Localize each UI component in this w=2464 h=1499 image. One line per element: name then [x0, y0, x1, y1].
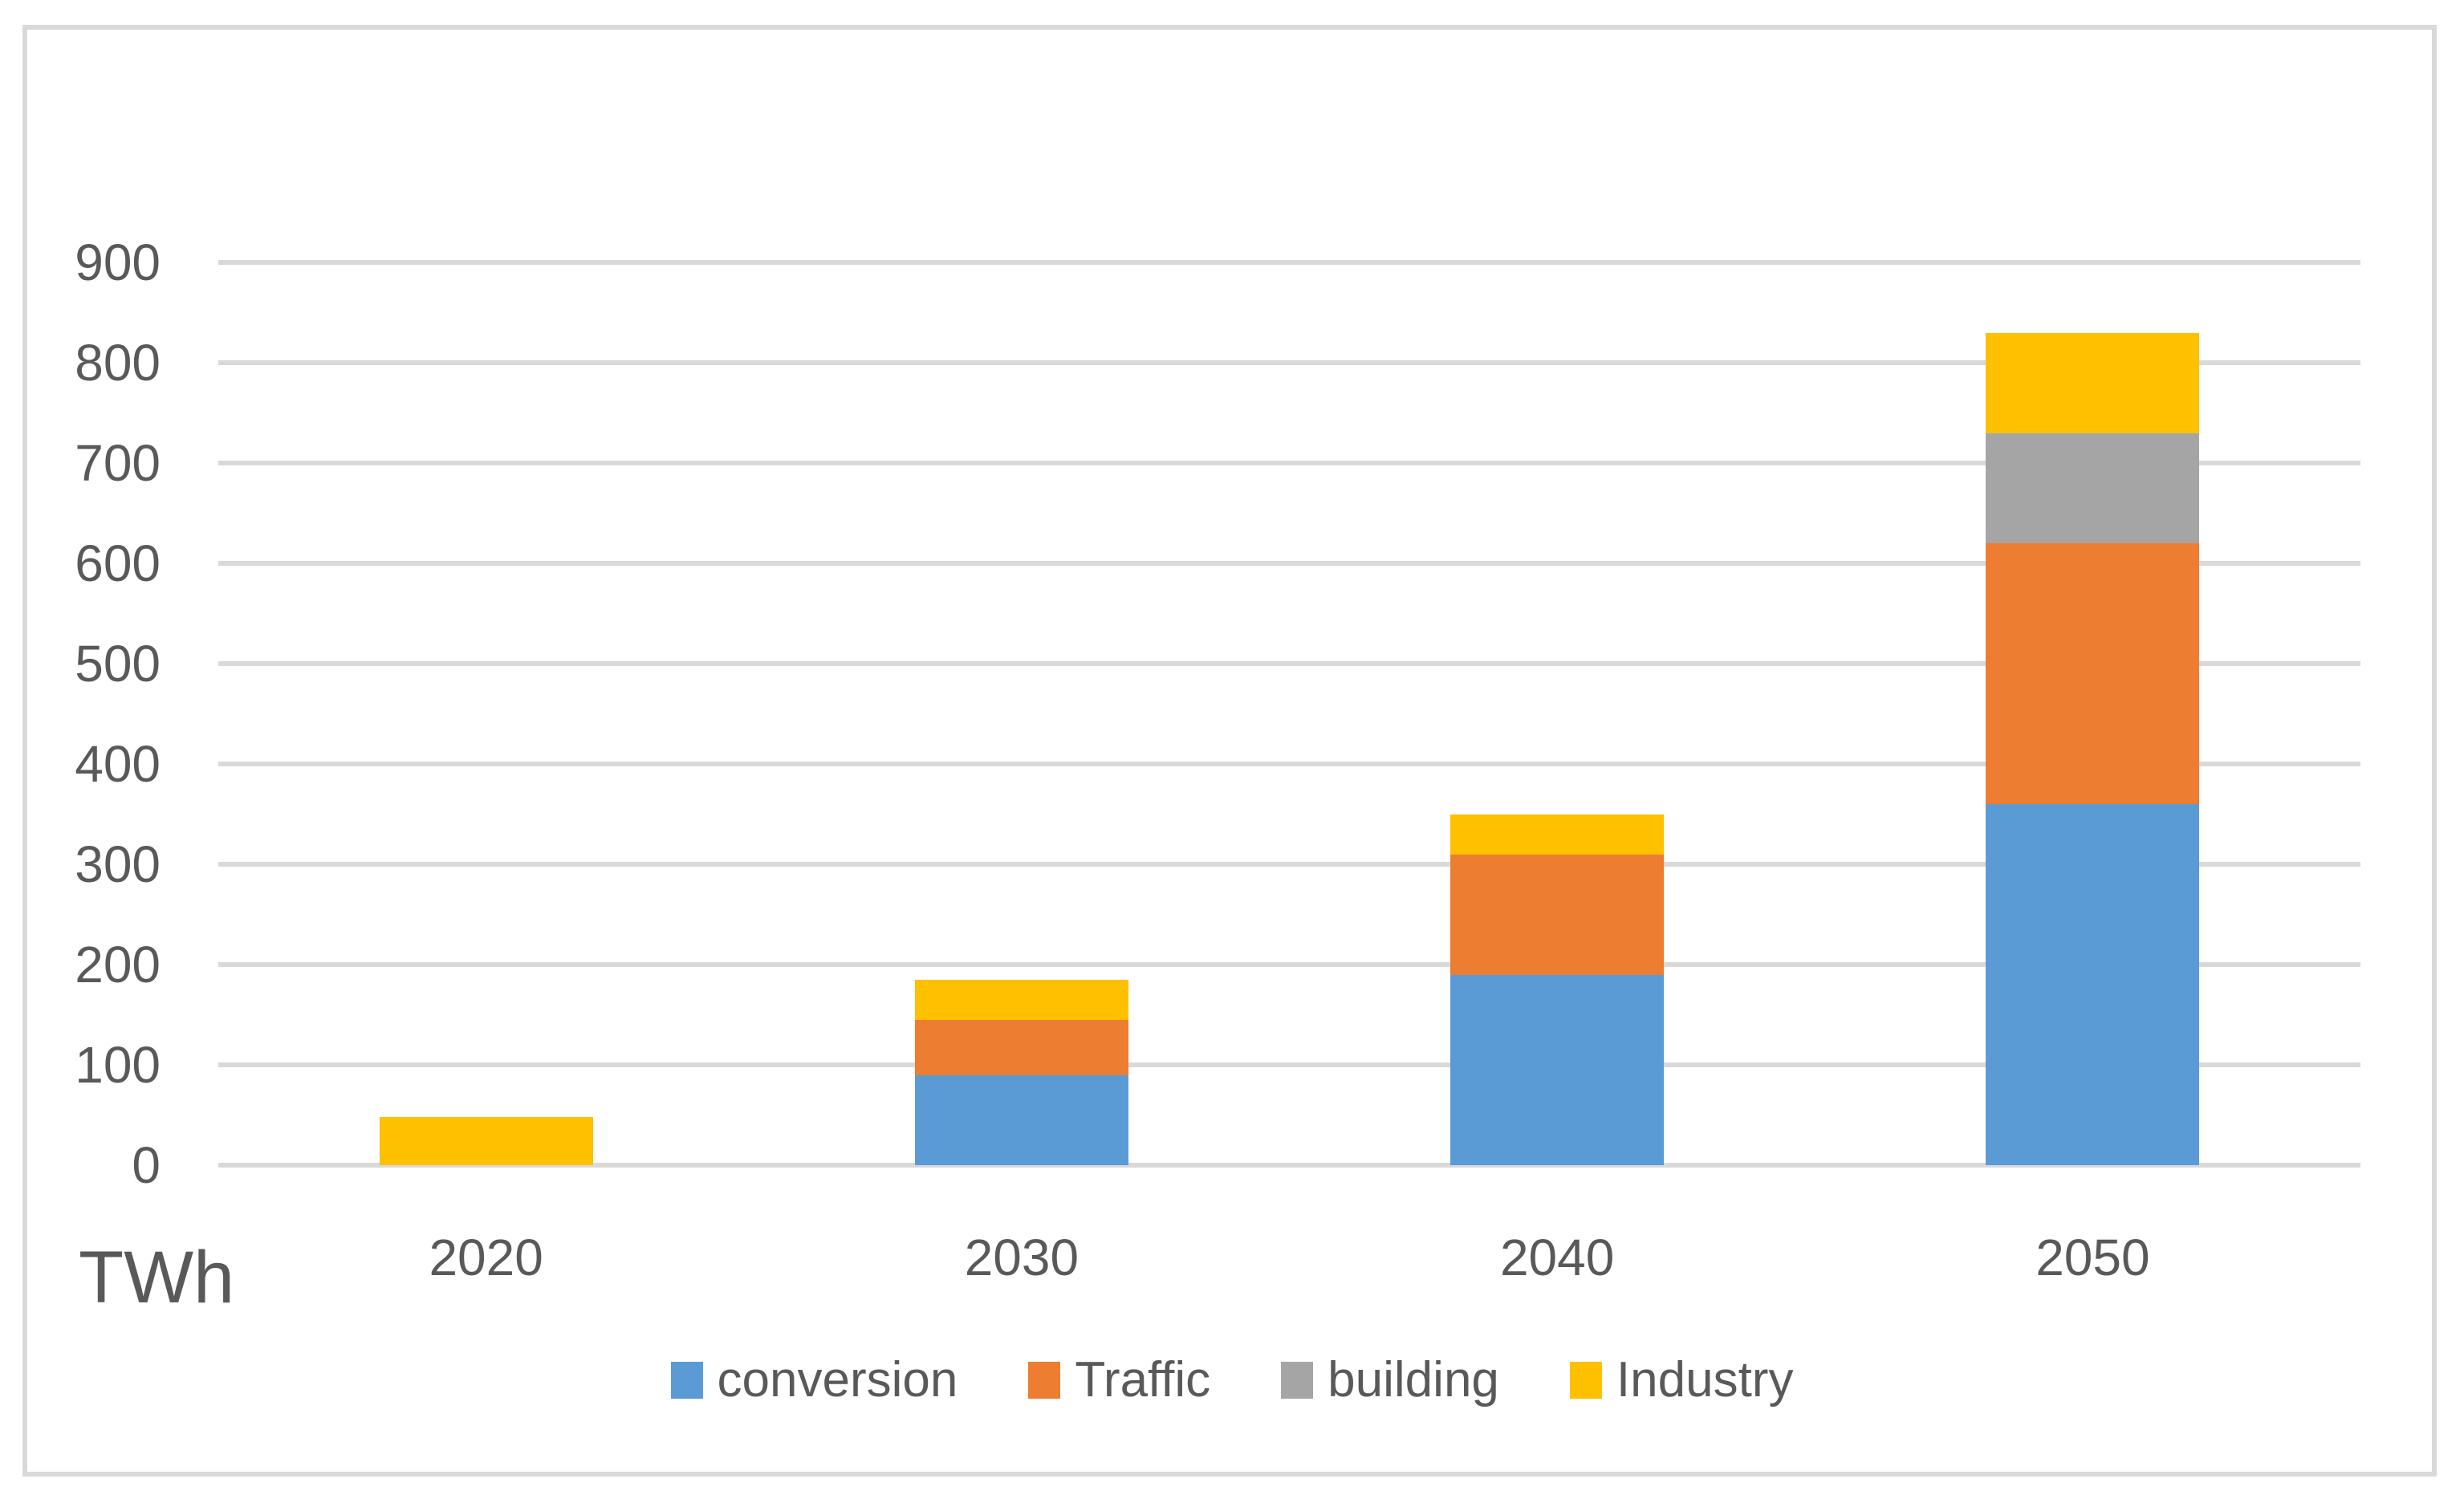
gridline-y-600 — [218, 561, 2360, 566]
y-tick-label-600: 600 — [75, 534, 161, 592]
legend-item-building: building — [1281, 1351, 1499, 1408]
x-tick-label-2040: 2040 — [1499, 1229, 1615, 1286]
legend-swatch-Industry — [1569, 1362, 1602, 1399]
bar-segment-2040-Traffic — [1450, 854, 1665, 975]
y-tick-label-700: 700 — [75, 434, 161, 492]
legend: conversion Traffic building Industry — [0, 1348, 2464, 1412]
gridline-y-300 — [218, 862, 2360, 867]
y-axis-unit-label: TWh — [79, 1237, 235, 1318]
gridline-y-100 — [218, 1062, 2360, 1067]
y-tick-label-0: 0 — [132, 1136, 161, 1194]
gridline-y-400 — [218, 762, 2360, 766]
legend-swatch-building — [1281, 1362, 1314, 1399]
y-tick-label-800: 800 — [75, 334, 161, 392]
bar-segment-2040-conversion — [1450, 974, 1665, 1165]
x-tick-label-2030: 2030 — [964, 1229, 1080, 1286]
y-tick-label-400: 400 — [75, 735, 161, 793]
legend-item-Traffic: Traffic — [1028, 1351, 1211, 1408]
legend-swatch-Traffic — [1028, 1362, 1061, 1399]
legend-label-Industry: Industry — [1616, 1351, 1794, 1408]
gridline-y-700 — [218, 461, 2360, 465]
bar-segment-2050-Traffic — [1986, 543, 2200, 804]
bar-segment-2030-Industry — [914, 979, 1128, 1020]
gridline-y-500 — [218, 661, 2360, 666]
bar-segment-2050-building — [1986, 433, 2200, 543]
legend-item-Industry: Industry — [1569, 1351, 1794, 1408]
y-tick-label-200: 200 — [75, 936, 161, 993]
y-tick-label-500: 500 — [75, 635, 161, 693]
bar-segment-2050-conversion — [1986, 804, 2200, 1165]
legend-label-Traffic: Traffic — [1075, 1351, 1211, 1408]
bar-segment-2030-Traffic — [914, 1019, 1128, 1075]
legend-label-conversion: conversion — [717, 1351, 958, 1408]
y-tick-label-900: 900 — [75, 234, 161, 291]
bar-segment-2050-Industry — [1986, 332, 2200, 433]
gridline-y-0 — [218, 1163, 2360, 1168]
legend-item-conversion: conversion — [670, 1351, 958, 1408]
y-tick-label-300: 300 — [75, 835, 161, 893]
x-tick-label-2020: 2020 — [429, 1229, 543, 1286]
gridline-y-900 — [218, 260, 2360, 265]
y-tick-label-100: 100 — [75, 1036, 161, 1094]
x-tick-label-2050: 2050 — [2035, 1229, 2150, 1286]
gridline-y-200 — [218, 962, 2360, 967]
bar-segment-2040-Industry — [1450, 814, 1665, 855]
bar-segment-2020-Industry — [379, 1117, 593, 1165]
legend-swatch-conversion — [670, 1362, 703, 1399]
legend-label-building: building — [1328, 1351, 1499, 1408]
gridline-y-800 — [218, 360, 2360, 365]
bar-segment-2030-conversion — [914, 1074, 1128, 1165]
